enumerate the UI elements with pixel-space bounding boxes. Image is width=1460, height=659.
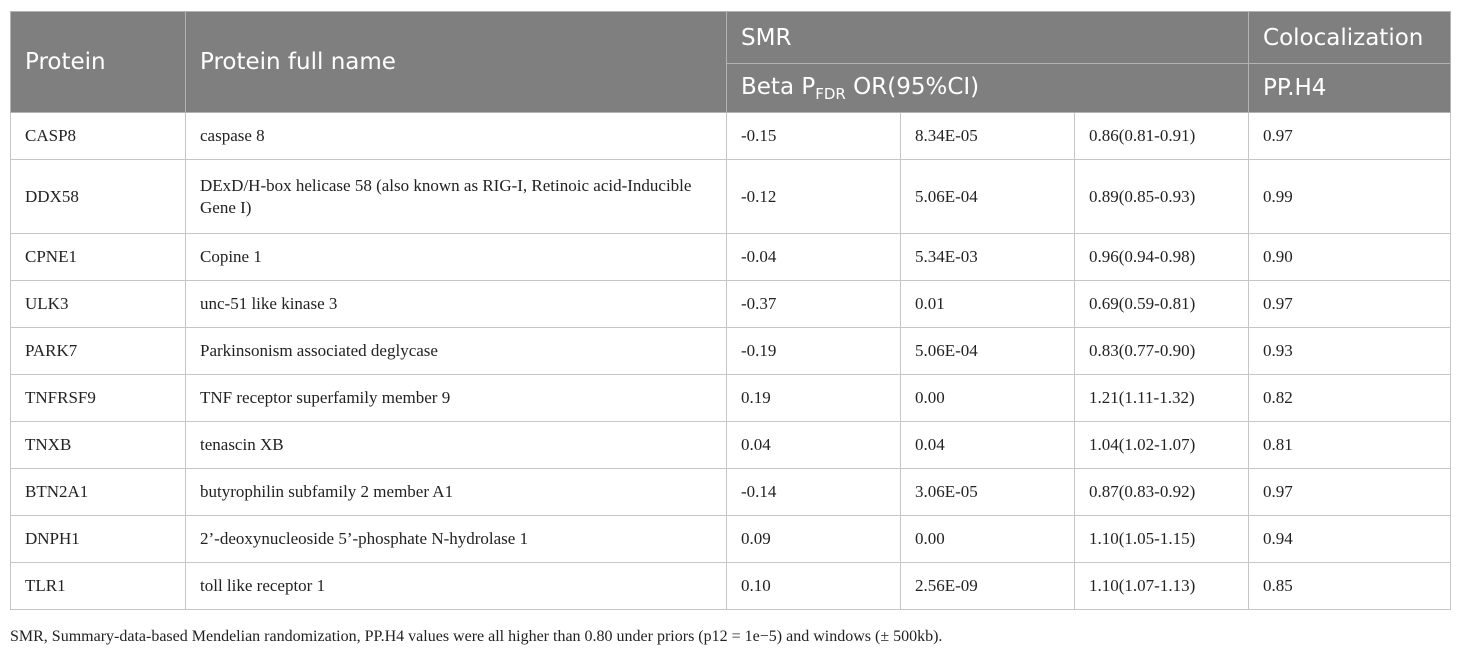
cell-name: caspase 8 [185, 112, 727, 160]
cell-pfdr: 5.06E-04 [900, 327, 1075, 375]
cell-or: 1.21(1.11-1.32) [1073, 374, 1250, 422]
cell-or: 0.87(0.83-0.92) [1073, 468, 1250, 516]
cell-name: TNF receptor superfamily member 9 [185, 374, 727, 422]
table-footnote: SMR, Summary-data-based Mendelian random… [10, 628, 943, 645]
cell-pph4: 0.97 [1248, 468, 1452, 516]
cell-protein: TLR1 [10, 562, 186, 610]
cell-or: 1.10(1.07-1.13) [1073, 562, 1250, 610]
cell-pph4: 0.90 [1248, 233, 1452, 281]
cell-beta: 0.04 [726, 421, 901, 469]
cell-name: unc-51 like kinase 3 [185, 280, 727, 328]
cell-name: 2’-deoxynucleoside 5’-phosphate N-hydrol… [185, 515, 727, 563]
cell-protein: PARK7 [10, 327, 186, 375]
cell-pfdr: 5.06E-04 [900, 159, 1075, 234]
cell-pph4: 0.85 [1248, 562, 1452, 610]
table-row: CPNE1 Copine 1 -0.04 5.34E-03 0.96(0.94-… [10, 233, 1452, 281]
cell-or: 0.96(0.94-0.98) [1073, 233, 1250, 281]
cell-beta: 0.10 [726, 562, 901, 610]
table-row: DNPH1 2’-deoxynucleoside 5’-phosphate N-… [10, 515, 1452, 563]
header-fdr-subscript: FDR [815, 84, 846, 103]
cell-pfdr: 0.01 [900, 280, 1075, 328]
table-row: CASP8 caspase 8 -0.15 8.34E-05 0.86(0.81… [10, 112, 1452, 160]
header-or-ci: OR(95%CI) [845, 73, 980, 100]
header-protein: Protein [10, 11, 186, 113]
header-pph4: PP.H4 [1248, 63, 1452, 113]
cell-or: 0.89(0.85-0.93) [1073, 159, 1250, 234]
table-row: ULK3 unc-51 like kinase 3 -0.37 0.01 0.6… [10, 280, 1452, 328]
cell-pfdr: 2.56E-09 [900, 562, 1075, 610]
cell-pfdr: 0.00 [900, 515, 1075, 563]
cell-name: butyrophilin subfamily 2 member A1 [185, 468, 727, 516]
cell-or: 0.83(0.77-0.90) [1073, 327, 1250, 375]
cell-pph4: 0.81 [1248, 421, 1452, 469]
cell-beta: -0.04 [726, 233, 901, 281]
cell-pph4: 0.82 [1248, 374, 1452, 422]
cell-pfdr: 5.34E-03 [900, 233, 1075, 281]
results-table: Protein Protein full name SMR Colocaliza… [10, 11, 1452, 610]
cell-protein: BTN2A1 [10, 468, 186, 516]
table-row: PARK7 Parkinsonism associated deglycase … [10, 327, 1452, 375]
cell-pph4: 0.99 [1248, 159, 1452, 234]
cell-protein: CASP8 [10, 112, 186, 160]
table-row: DDX58 DExD/H-box helicase 58 (also known… [10, 159, 1452, 234]
table-row: TNFRSF9 TNF receptor superfamily member … [10, 374, 1452, 422]
header-row-1: Protein Protein full name SMR Colocaliza… [10, 11, 1452, 113]
table-row: BTN2A1 butyrophilin subfamily 2 member A… [10, 468, 1452, 516]
cell-beta: -0.12 [726, 159, 901, 234]
cell-beta: -0.19 [726, 327, 901, 375]
cell-beta: -0.14 [726, 468, 901, 516]
cell-pfdr: 0.04 [900, 421, 1075, 469]
cell-name: toll like receptor 1 [185, 562, 727, 610]
header-protein-full-name: Protein full name [185, 11, 727, 113]
table-row: TLR1 toll like receptor 1 0.10 2.56E-09 … [10, 562, 1452, 610]
header-beta-p: Beta P [741, 73, 816, 100]
cell-protein: DDX58 [10, 159, 186, 234]
cell-protein: TNFRSF9 [10, 374, 186, 422]
cell-beta: 0.09 [726, 515, 901, 563]
cell-or: 0.86(0.81-0.91) [1073, 112, 1250, 160]
cell-name: DExD/H-box helicase 58 (also known as RI… [185, 159, 727, 234]
cell-beta: -0.37 [726, 280, 901, 328]
cell-name: tenascin XB [185, 421, 727, 469]
cell-protein: TNXB [10, 421, 186, 469]
cell-pph4: 0.94 [1248, 515, 1452, 563]
table-header: Protein Protein full name SMR Colocaliza… [10, 11, 1452, 113]
table-row: TNXB tenascin XB 0.04 0.04 1.04(1.02-1.0… [10, 421, 1452, 469]
header-colocalization: Colocalization [1248, 11, 1452, 64]
cell-or: 1.04(1.02-1.07) [1073, 421, 1250, 469]
cell-name: Parkinsonism associated deglycase [185, 327, 727, 375]
cell-pph4: 0.97 [1248, 112, 1452, 160]
table-body: CASP8 caspase 8 -0.15 8.34E-05 0.86(0.81… [10, 112, 1452, 610]
cell-beta: 0.19 [726, 374, 901, 422]
cell-protein: DNPH1 [10, 515, 186, 563]
cell-pfdr: 0.00 [900, 374, 1075, 422]
cell-or: 1.10(1.05-1.15) [1073, 515, 1250, 563]
cell-pph4: 0.97 [1248, 280, 1452, 328]
header-row-2: Beta PFDR OR(95%CI) PP.H4 [11, 63, 1452, 113]
cell-protein: ULK3 [10, 280, 186, 328]
cell-pfdr: 8.34E-05 [900, 112, 1075, 160]
cell-or: 0.69(0.59-0.81) [1073, 280, 1250, 328]
cell-beta: -0.15 [726, 112, 901, 160]
header-smr-subcolumns: Beta PFDR OR(95%CI) [725, 63, 1250, 113]
cell-protein: CPNE1 [10, 233, 186, 281]
cell-pfdr: 3.06E-05 [900, 468, 1075, 516]
cell-pph4: 0.93 [1248, 327, 1452, 375]
cell-name: Copine 1 [185, 233, 727, 281]
header-smr: SMR [725, 11, 1250, 64]
